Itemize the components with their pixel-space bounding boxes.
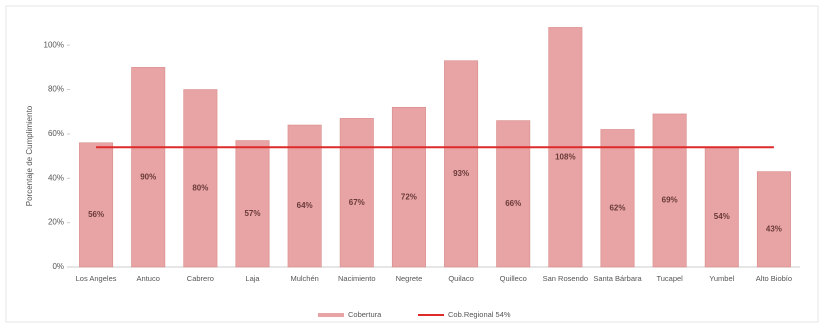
bar — [496, 120, 531, 268]
bar — [287, 124, 322, 268]
bar — [600, 129, 635, 268]
x-tick-label: Los Angeles — [76, 274, 117, 283]
x-tick-label: Quilleco — [500, 274, 527, 283]
legend-swatch — [318, 313, 344, 317]
y-tick-label: 0% — [52, 262, 64, 271]
data-label: 80% — [192, 183, 208, 192]
bar — [131, 67, 166, 268]
x-tick-label: Quilaco — [448, 274, 473, 283]
bar — [391, 106, 426, 268]
x-tick-label: San Rosendo — [543, 274, 588, 283]
x-tick-label: Alto Biobío — [756, 274, 792, 283]
x-tick-label: Mulchén — [290, 274, 318, 283]
y-tick-label: 80% — [48, 85, 64, 94]
data-label: 66% — [505, 199, 521, 208]
bar — [235, 140, 270, 268]
x-tick-label: Laja — [245, 274, 260, 283]
legend-label: Cobertura — [348, 310, 382, 319]
x-tick-label: Cabrero — [187, 274, 214, 283]
bar — [183, 89, 218, 268]
bar — [756, 171, 791, 268]
y-axis-title: Porcentaje de Cumplimiento — [25, 105, 34, 206]
data-label: 108% — [555, 152, 575, 161]
bar — [704, 146, 739, 268]
data-label: 93% — [453, 169, 469, 178]
y-tick-label: 60% — [48, 129, 64, 138]
data-label: 67% — [349, 198, 365, 207]
data-label: 57% — [244, 209, 260, 218]
x-tick-label: Antuco — [137, 274, 160, 283]
data-label: 64% — [297, 201, 313, 210]
x-tick-label: Negrete — [396, 274, 423, 283]
data-label: 69% — [662, 196, 678, 205]
x-tick-label: Tucapel — [656, 274, 683, 283]
y-tick-label: 40% — [48, 173, 64, 182]
y-tick-label: 20% — [48, 218, 64, 227]
x-tick-label: Santa Bárbara — [593, 274, 642, 283]
bar — [79, 142, 114, 268]
x-tick-label: Yumbel — [709, 274, 734, 283]
data-label: 54% — [714, 212, 730, 221]
bar — [652, 113, 687, 268]
bar — [339, 118, 374, 268]
data-label: 43% — [766, 224, 782, 233]
data-label: 56% — [88, 210, 104, 219]
y-tick-label: 100% — [44, 40, 64, 49]
x-tick-label: Nacimiento — [338, 274, 376, 283]
data-label: 62% — [609, 203, 625, 212]
data-label: 72% — [401, 192, 417, 201]
legend-label: Cob.Regional 54% — [448, 310, 511, 319]
bar — [444, 60, 479, 268]
data-label: 90% — [140, 172, 156, 181]
